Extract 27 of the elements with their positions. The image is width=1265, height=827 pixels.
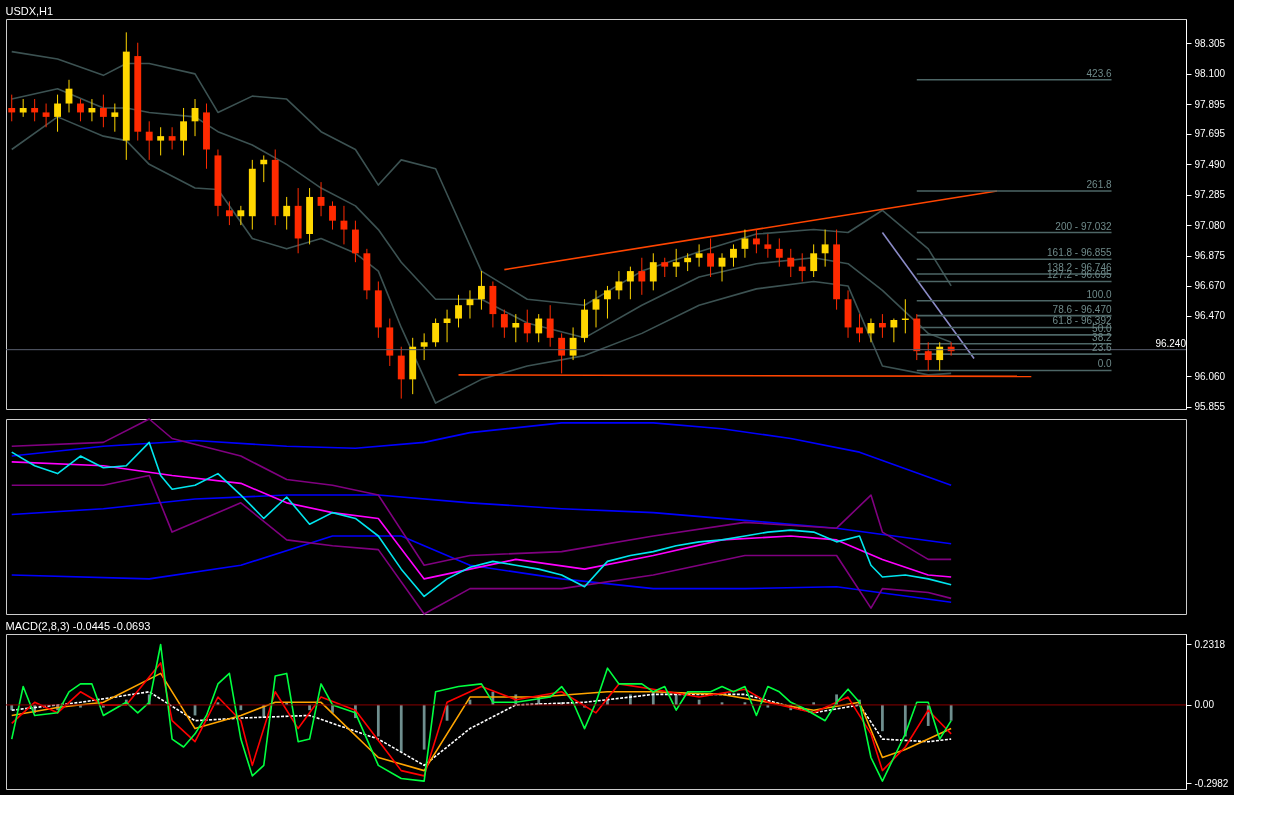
annotation: 200 - 97.032 bbox=[1055, 220, 1112, 232]
y-tick-label: 95.855 bbox=[1194, 401, 1226, 413]
y-tick-label: 96.060 bbox=[1194, 370, 1226, 382]
y-tick-label: 97.285 bbox=[1194, 189, 1226, 201]
ref-line-label: 96.240 bbox=[1155, 337, 1187, 349]
y-tick-label: 97.695 bbox=[1194, 128, 1226, 140]
annotation: 423.6 bbox=[1086, 67, 1112, 79]
annotation: 38.2 bbox=[1092, 331, 1112, 343]
chart-title: USDX,H1 bbox=[5, 5, 54, 17]
annotation: 127.2 - 96.695 bbox=[1047, 269, 1112, 281]
y-tick-label: 96.470 bbox=[1194, 310, 1226, 322]
y-tick-label: 96.875 bbox=[1194, 250, 1226, 262]
annotation: 261.8 bbox=[1086, 179, 1112, 191]
y-tick-label: 98.100 bbox=[1194, 68, 1226, 80]
y-tick-label: 97.895 bbox=[1194, 98, 1226, 110]
y-tick-label: 96.670 bbox=[1194, 280, 1226, 292]
y-tick-label: -0.2982 bbox=[1194, 777, 1229, 789]
annotation: 161.8 - 96.855 bbox=[1047, 247, 1112, 259]
y-tick-label: 0.2318 bbox=[1194, 638, 1226, 650]
y-tick-label: 97.490 bbox=[1194, 158, 1226, 170]
annotation: 78.6 - 96.470 bbox=[1052, 303, 1112, 315]
chart-title: MACD(2,8,3) -0.0445 -0.0693 bbox=[5, 620, 151, 632]
annotation: 0.0 bbox=[1097, 358, 1112, 370]
annotation: 100.0 bbox=[1086, 288, 1112, 300]
y-tick-label: 0.00 bbox=[1194, 699, 1215, 711]
y-tick-label: 97.080 bbox=[1194, 219, 1226, 231]
y-tick-label: 98.305 bbox=[1194, 37, 1226, 49]
